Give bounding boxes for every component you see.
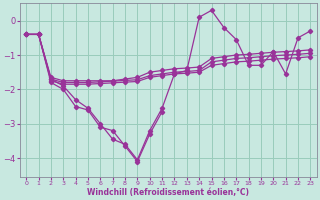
X-axis label: Windchill (Refroidissement éolien,°C): Windchill (Refroidissement éolien,°C) xyxy=(87,188,249,197)
